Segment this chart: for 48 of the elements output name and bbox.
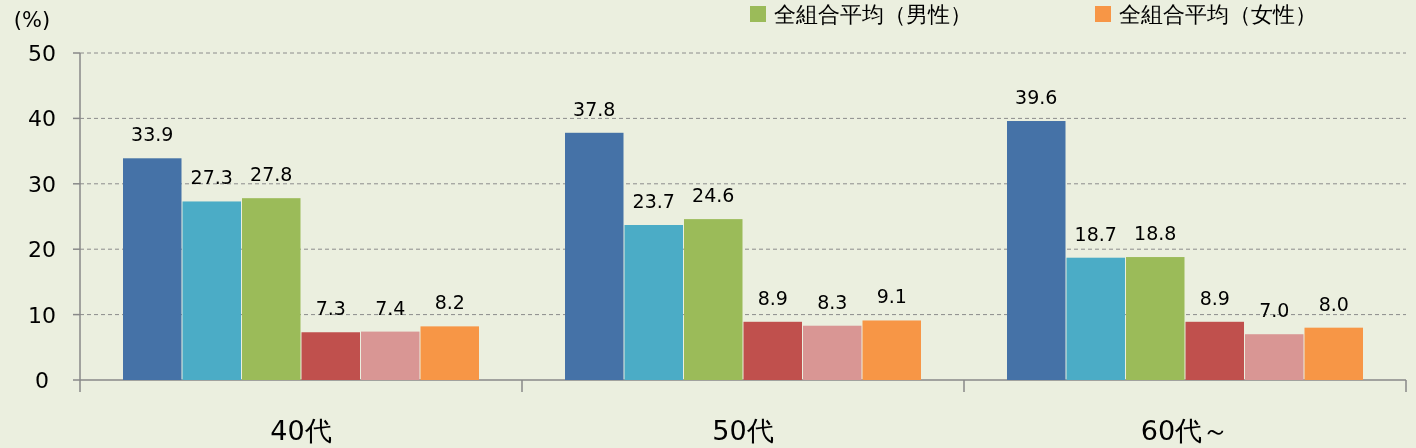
data-label: 8.0	[1318, 292, 1349, 315]
bar	[1126, 257, 1185, 380]
data-label: 7.0	[1259, 299, 1290, 322]
data-label: 7.3	[315, 297, 346, 320]
bar	[1066, 257, 1125, 380]
bar	[361, 331, 420, 380]
bar	[420, 326, 479, 380]
data-label: 9.1	[876, 285, 907, 308]
legend-label: 全組合平均（女性）	[1119, 2, 1317, 27]
data-label: 33.9	[131, 123, 174, 146]
y-tick-label: 10	[28, 302, 56, 328]
bar	[182, 201, 241, 380]
bar	[684, 219, 743, 380]
x-tick-label: 40代	[270, 415, 332, 446]
bar	[1007, 121, 1066, 380]
bar	[743, 321, 802, 380]
data-label: 8.9	[757, 286, 788, 309]
bar	[301, 332, 360, 380]
data-label: 7.4	[375, 296, 406, 319]
bar	[624, 225, 683, 380]
y-tick-label: 20	[28, 237, 56, 263]
data-label: 18.7	[1074, 222, 1117, 245]
x-tick-label: 50代	[712, 415, 774, 446]
data-label: 27.3	[190, 166, 233, 189]
data-label: 24.6	[692, 184, 735, 207]
bar	[123, 158, 182, 380]
y-tick-label: 0	[35, 368, 49, 393]
data-label: 27.8	[250, 163, 293, 186]
y-tick-label: 30	[28, 171, 56, 197]
x-tick-label: 60代～	[1140, 415, 1230, 446]
data-label: 39.6	[1015, 86, 1058, 109]
legend-label: 全組合平均（男性）	[774, 2, 972, 27]
data-label: 37.8	[573, 97, 616, 120]
y-tick-label: 40	[28, 106, 56, 132]
data-label: 8.3	[817, 290, 848, 313]
bar	[242, 198, 301, 380]
y-tick-label: 50	[28, 41, 56, 66]
bar	[803, 325, 862, 380]
data-label: 8.9	[1199, 286, 1230, 309]
bar	[1185, 321, 1244, 380]
bar	[1304, 327, 1363, 380]
data-label: 23.7	[632, 190, 675, 212]
data-label: 18.8	[1134, 222, 1177, 245]
data-label: 8.2	[434, 291, 465, 314]
y-axis-title: (%)	[13, 8, 51, 32]
bar	[565, 132, 624, 380]
bar	[1245, 334, 1304, 380]
bar	[862, 320, 921, 380]
